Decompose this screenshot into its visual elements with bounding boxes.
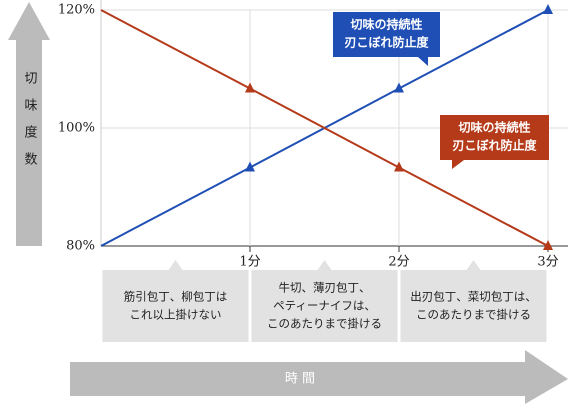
- callout-pointer: [452, 160, 464, 169]
- note-text: これ以上掛けない: [130, 308, 222, 322]
- marker: [394, 82, 404, 93]
- y-axis-label: 切味度数: [22, 71, 38, 179]
- marker: [394, 161, 404, 172]
- callout-text: 刃こぼれ防止度: [344, 35, 429, 50]
- marker: [245, 161, 255, 172]
- note-text: このあたりまで掛ける: [267, 317, 382, 331]
- y-tick-label: 80%: [66, 239, 95, 254]
- note-box: [251, 270, 398, 342]
- note-pointer: [168, 260, 183, 270]
- x-tick-label: 3分: [537, 255, 558, 270]
- callout-pointer: [418, 57, 428, 66]
- note-text: 牛切、薄刃包丁、: [279, 281, 371, 295]
- note-text: ペティーナイフは、: [273, 299, 376, 313]
- x-tick-label: 2分: [388, 255, 409, 270]
- x-tick-label: 1分: [239, 255, 260, 270]
- note-pointer: [317, 260, 332, 270]
- marker: [245, 82, 255, 93]
- x-axis-label: 時 間: [285, 372, 315, 387]
- marker: [543, 4, 553, 14]
- callout-box: [440, 115, 549, 160]
- y-tick-label: 120%: [58, 3, 95, 18]
- note-pointer: [466, 260, 481, 270]
- note-box: [400, 270, 547, 342]
- x-arrow: [70, 350, 568, 404]
- series-line: [100, 9, 549, 247]
- note-text: 筋引包丁、柳包丁は: [124, 290, 228, 304]
- note-box: [102, 270, 249, 342]
- callout-text: 切味の持続性: [350, 17, 422, 32]
- callout-text: 切味の持続性: [458, 120, 530, 135]
- y-tick-label: 100%: [58, 121, 95, 136]
- callout-text: 刃こぼれ防止度: [452, 138, 537, 153]
- note-text: このあたりまで掛ける: [416, 308, 531, 322]
- callout-box: [333, 12, 440, 57]
- note-text: 出刃包丁、菜切包丁は、: [410, 290, 537, 304]
- y-arrow: [8, 2, 50, 246]
- marker: [543, 240, 553, 250]
